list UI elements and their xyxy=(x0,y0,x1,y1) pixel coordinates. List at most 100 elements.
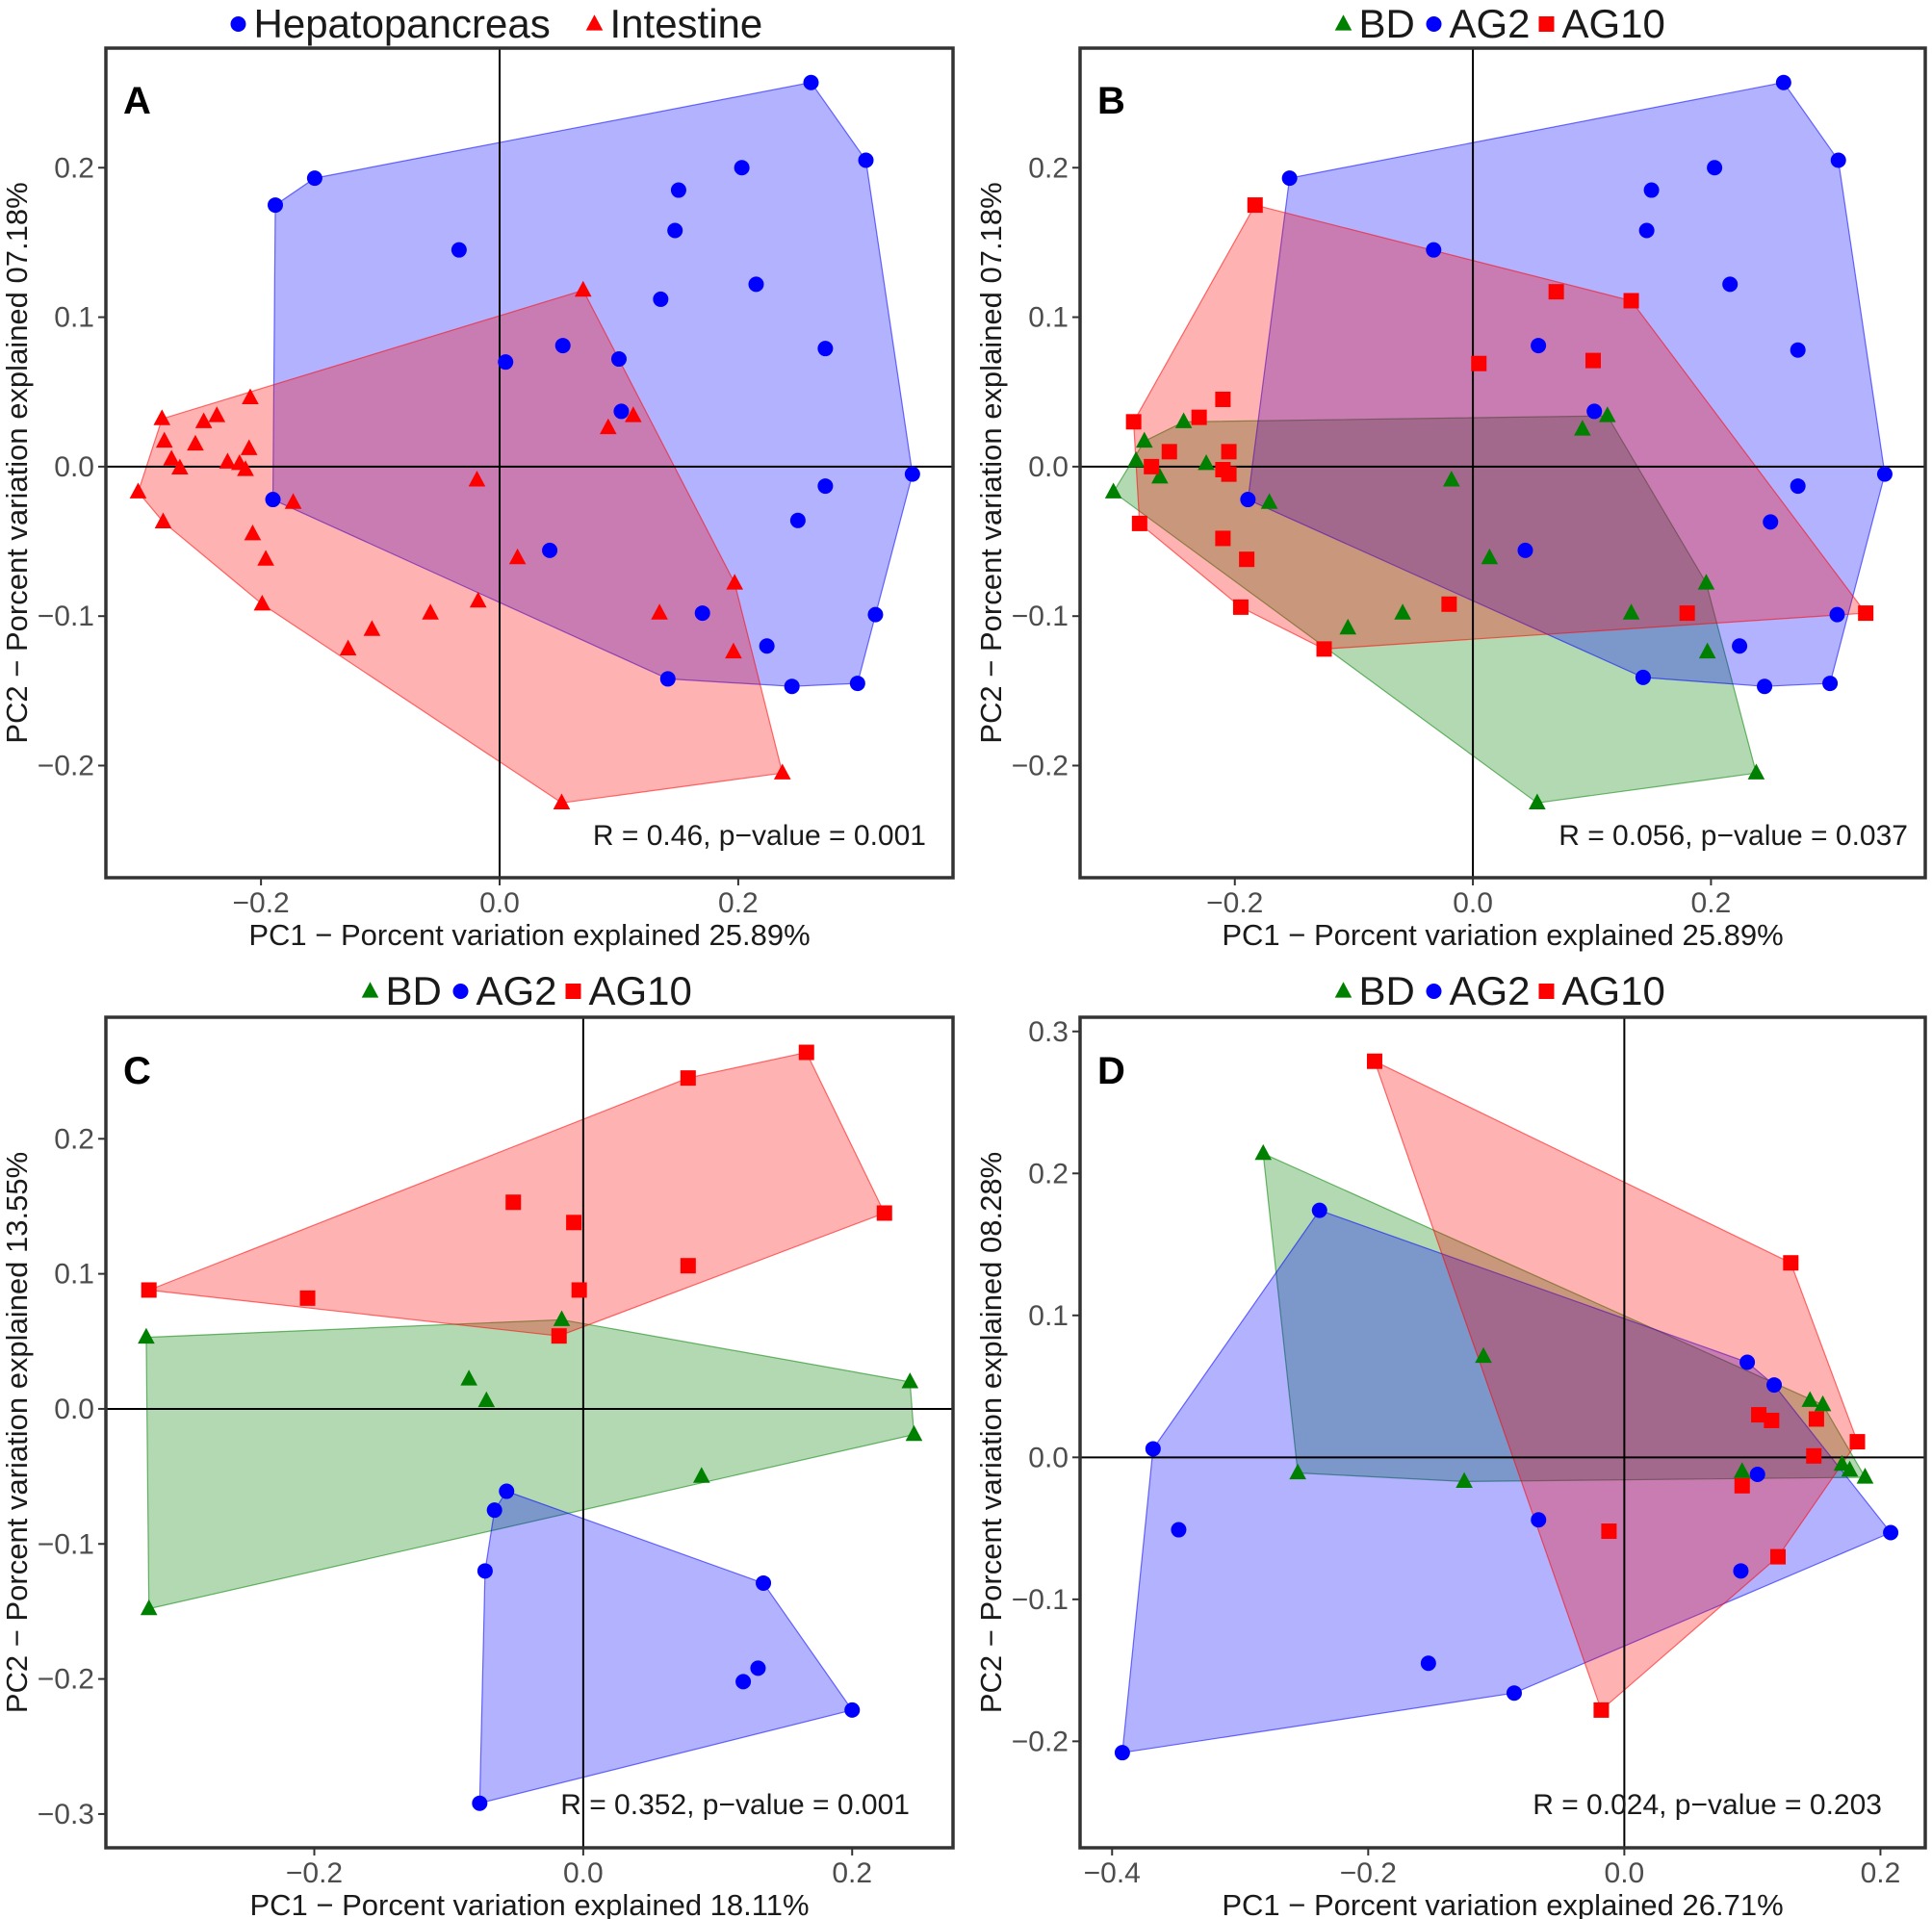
point-ag2 xyxy=(1171,1522,1187,1538)
x-tick-label: 0.2 xyxy=(1861,1857,1901,1889)
point-bd xyxy=(1151,467,1169,484)
panel-border xyxy=(1078,46,1927,880)
plot-area xyxy=(1080,1017,1925,1848)
point-intestine xyxy=(194,412,213,428)
point-ag10 xyxy=(299,1290,316,1306)
legend-label-ag10: AG10 xyxy=(589,968,692,1013)
y-tick-label: 0.1 xyxy=(1028,1300,1069,1332)
point-ag2 xyxy=(1790,342,1806,358)
plot-area xyxy=(106,1017,953,1848)
point-hepatopancreas xyxy=(759,638,775,654)
point-ag2 xyxy=(1883,1524,1899,1541)
point-ag2 xyxy=(1829,606,1845,623)
point-hepatopancreas xyxy=(542,542,558,558)
panel-letter: A xyxy=(123,80,151,122)
point-ag2 xyxy=(756,1574,772,1591)
legend-label-bd: BD xyxy=(1359,1,1415,46)
point-hepatopancreas xyxy=(817,341,834,357)
point-ag2 xyxy=(1733,1563,1749,1579)
point-ag2 xyxy=(1586,403,1603,420)
hull-ag10 xyxy=(1373,1060,1859,1711)
point-hepatopancreas xyxy=(789,512,806,528)
point-hepatopancreas xyxy=(265,492,281,508)
x-axis-title: PC1 − Porcent variation explained 26.71% xyxy=(1222,1888,1783,1919)
y-axis-title: PC2 − Porcent variation explained 07.18% xyxy=(974,182,1008,743)
point-ag2 xyxy=(1876,466,1893,482)
point-ag2 xyxy=(1531,1512,1547,1528)
y-tick-label: −0.1 xyxy=(1012,1584,1069,1616)
point-bd xyxy=(1455,1471,1473,1488)
point-hepatopancreas xyxy=(858,152,874,168)
legend-marker-bd xyxy=(1334,14,1352,31)
point-bd xyxy=(1599,406,1616,422)
point-ag10 xyxy=(1783,1255,1799,1271)
hull-bd xyxy=(1112,415,1758,804)
point-bd xyxy=(901,1372,919,1389)
point-hepatopancreas xyxy=(904,466,920,482)
point-intestine xyxy=(600,418,617,435)
x-tick-label: 0.2 xyxy=(718,887,759,919)
point-bd xyxy=(1104,482,1122,499)
hull-bd xyxy=(1262,1152,1867,1483)
point-ag2 xyxy=(1506,1685,1522,1702)
point-intestine xyxy=(284,493,302,509)
y-tick-label: −0.2 xyxy=(38,1664,94,1696)
legend-marker-bd xyxy=(1334,982,1352,998)
panel-border xyxy=(1078,1015,1927,1850)
x-tick-label: −0.2 xyxy=(1206,887,1263,919)
point-hepatopancreas xyxy=(498,354,514,371)
point-bd xyxy=(553,1310,571,1326)
x-axis-title: PC1 − Porcent variation explained 25.89% xyxy=(248,918,810,952)
point-bd xyxy=(1174,412,1193,428)
legend-marker-ag10 xyxy=(1538,984,1555,999)
point-intestine xyxy=(574,280,592,297)
point-hepatopancreas xyxy=(451,242,467,258)
y-tick-label: 0.3 xyxy=(1028,1016,1069,1048)
point-bd xyxy=(138,1327,155,1344)
point-bd xyxy=(1198,453,1215,471)
legend-label-hepatopancreas: Hepatopancreas xyxy=(254,1,551,46)
x-tick-label: 0.2 xyxy=(1691,887,1732,919)
y-tick-label: −0.1 xyxy=(38,1528,94,1560)
y-tick-label: 0.1 xyxy=(1028,302,1069,334)
x-tick-label: 0.2 xyxy=(832,1857,872,1889)
plot-content xyxy=(106,1017,953,1848)
y-tick-label: 0.0 xyxy=(54,451,94,483)
point-ag10 xyxy=(1858,605,1874,622)
point-ag10 xyxy=(1471,355,1487,371)
point-ag10 xyxy=(1764,1412,1780,1428)
point-hepatopancreas xyxy=(613,403,630,420)
x-axis-title: PC1 − Porcent variation explained 18.11% xyxy=(249,1888,809,1919)
x-tick-label: −0.4 xyxy=(1084,1857,1141,1889)
stat-annotation: R = 0.46, p−value = 0.001 xyxy=(593,820,926,852)
point-ag2 xyxy=(1749,1467,1765,1483)
point-hepatopancreas xyxy=(268,197,283,214)
point-ag10 xyxy=(680,1070,696,1087)
point-ag10 xyxy=(1366,1053,1382,1069)
point-ag2 xyxy=(1775,74,1791,90)
panel-d: −0.4 −0.2 0.0 0.2 −0.2 −0.1 0.0 0.1 0.2 0.3 PC1 − … xyxy=(974,968,1927,1919)
point-ag10 xyxy=(680,1258,696,1274)
point-intestine xyxy=(240,439,258,455)
plot-area xyxy=(106,48,953,878)
point-intestine xyxy=(242,388,259,405)
point-intestine xyxy=(219,452,237,469)
point-intestine xyxy=(468,471,486,487)
stat-annotation: R = 0.056, p−value = 0.037 xyxy=(1558,820,1908,852)
point-ag2 xyxy=(1635,669,1651,685)
stat-annotation: R = 0.024, p−value = 0.203 xyxy=(1533,1789,1882,1821)
point-bd xyxy=(1733,1462,1751,1478)
legend: BD AG2 AG10 xyxy=(361,968,692,1013)
point-intestine xyxy=(422,603,439,620)
point-hepatopancreas xyxy=(867,606,884,623)
point-hepatopancreas xyxy=(306,170,322,187)
legend-label-ag2: AG2 xyxy=(1450,1,1531,46)
point-ag10 xyxy=(1593,1702,1610,1718)
point-intestine xyxy=(363,620,381,636)
point-bd xyxy=(905,1424,923,1442)
point-ag2 xyxy=(1281,170,1298,187)
point-intestine xyxy=(339,639,357,655)
point-ag10 xyxy=(798,1044,814,1061)
